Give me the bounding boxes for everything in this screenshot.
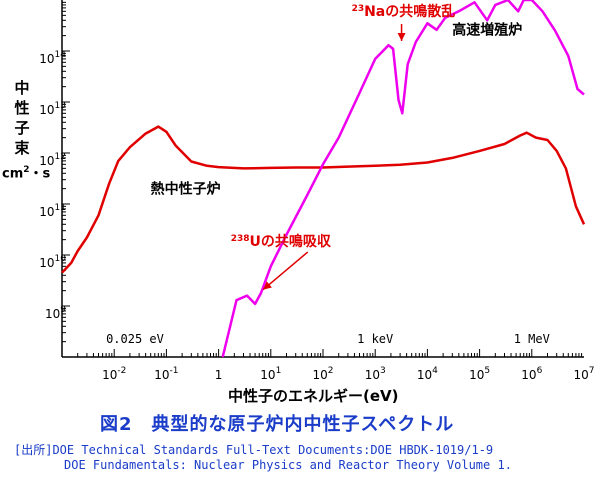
y-axis-title-char: 子 [14,119,30,137]
series-line [61,125,586,274]
x-tick-label: 10-2 [102,366,126,382]
x-tick-label: 1 [215,368,223,382]
annotation-arrowhead [397,32,406,41]
series-line [221,0,585,358]
source-citation: [出所]DOE Technical Standards Full-Text Do… [14,443,512,473]
y-axis-title-char: 束 [14,139,30,157]
x-tick-label: 103 [365,366,386,382]
y-axis-unit-rest: ・s [29,166,51,182]
energy-mark-label: 0.025 eV [106,332,164,346]
x-tick-label: 102 [312,366,333,382]
y-tick-label: 109 [45,305,66,321]
source-line-2: DOE Fundamentals: Nuclear Physics and Re… [64,458,512,472]
y-tick-label: 1014 [39,50,66,66]
y-tick-label: 1010 [39,254,66,270]
x-tick-label: 106 [521,366,542,382]
y-tick-label: 1013 [39,101,66,117]
source-line-1: [出所]DOE Technical Standards Full-Text Do… [14,443,494,457]
x-tick-label: 10-1 [154,366,178,382]
x-tick-label: 105 [469,366,490,382]
x-axis-title: 中性子のエネルギー(eV) [228,387,399,405]
annotation-label: 23Naの共鳴散乱 [352,3,456,20]
energy-mark-label: 1 keV [357,332,393,346]
x-tick-label: 101 [260,366,281,382]
annotation-arrow [262,251,309,291]
y-axis-title: 中 性 子 束 cm2・s [2,78,50,184]
series-label: 熱中性子炉 [151,181,221,198]
y-axis-unit-base: cm [2,166,24,182]
y-tick-label: 1011 [39,203,66,219]
energy-mark-label: 1 MeV [514,332,550,346]
y-axis-title-char: 中 [14,79,30,97]
y-axis-unit: cm2・s [2,160,50,184]
x-tick-label: 107 [573,366,594,382]
y-tick-label: 1012 [39,152,66,168]
y-axis-unit-exp: 2 [23,165,30,175]
figure-title: 図2 典型的な原子炉内中性子スペクトル [100,414,455,435]
y-axis-title-char: 性 [14,99,30,117]
annotation-arrowhead [263,281,272,290]
x-tick-label: 104 [417,366,438,382]
annotation-label: 238Uの共鳴吸収 [231,233,332,250]
series-label: 高速増殖炉 [452,22,522,39]
